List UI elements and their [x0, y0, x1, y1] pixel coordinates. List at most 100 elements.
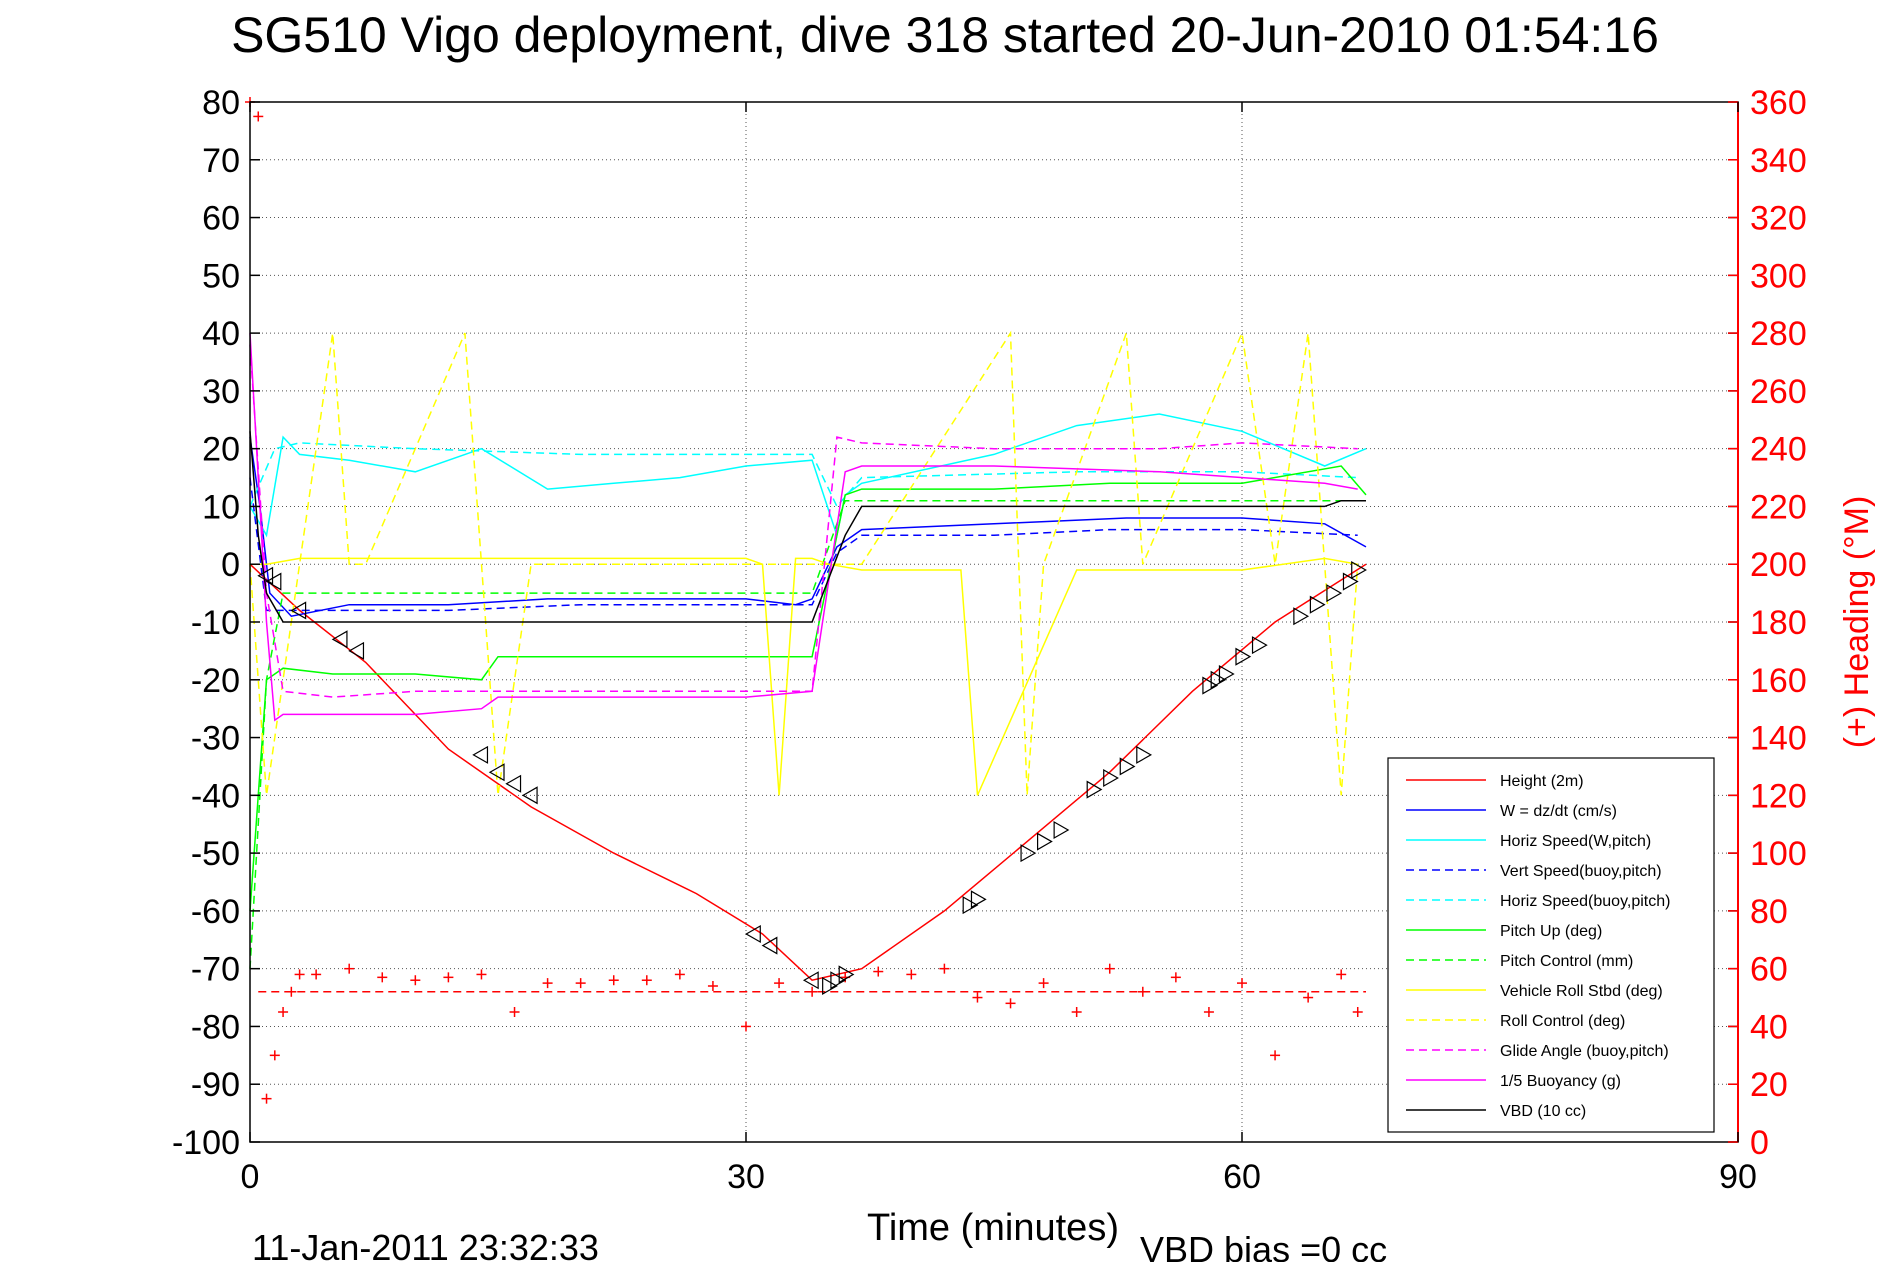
heading-point — [1137, 986, 1148, 997]
footer-vbd-bias: VBD bias =0 cc — [1140, 1229, 1387, 1262]
depth-marker — [265, 572, 282, 591]
series-line — [249, 442, 1358, 508]
series-line — [249, 465, 1367, 911]
heading-point — [906, 969, 917, 980]
depth-marker — [348, 641, 365, 660]
left-tick-label: 50 — [202, 257, 240, 295]
depth-marker — [1218, 664, 1235, 684]
depth-marker — [962, 896, 979, 915]
right-axis-label: (+) Heading (°M) — [1838, 496, 1876, 749]
left-tick-label: 60 — [202, 200, 240, 238]
depth-marker — [1309, 595, 1326, 614]
right-tick-label: 140 — [1750, 720, 1807, 758]
series-line — [249, 344, 1358, 698]
heading-point — [939, 963, 950, 974]
right-tick-label: 320 — [1750, 200, 1807, 238]
x-tick-label: 0 — [241, 1158, 260, 1196]
depth-marker — [1351, 560, 1367, 580]
heading-point — [807, 986, 818, 997]
right-tick-label: 0 — [1750, 1124, 1769, 1162]
heading-point — [707, 981, 718, 991]
heading-point — [1005, 998, 1016, 1009]
legend-entry: Horiz Speed(W,pitch) — [1500, 833, 1651, 850]
left-tick-label: -20 — [191, 662, 240, 700]
depth-marker — [745, 924, 761, 944]
right-tick-label: 120 — [1750, 777, 1807, 815]
left-tick-label: 0 — [221, 546, 240, 584]
depth-marker — [822, 976, 838, 996]
depth-marker — [1210, 670, 1227, 689]
heading-point — [1203, 1007, 1214, 1017]
depth-marker — [1342, 572, 1359, 591]
right-tick-label: 280 — [1750, 315, 1807, 353]
left-tick-label: -50 — [191, 835, 240, 873]
left-tick-label: -60 — [191, 893, 240, 931]
heading-point — [269, 1050, 280, 1061]
legend-entry: VBD (10 cc) — [1500, 1103, 1586, 1120]
series-line — [249, 333, 1358, 722]
depth-marker — [521, 786, 538, 805]
depth-marker — [488, 763, 505, 782]
heading-point — [410, 975, 421, 986]
depth-marker — [257, 566, 274, 585]
depth-marker — [1136, 745, 1153, 764]
right-tick-label: 200 — [1750, 546, 1807, 584]
series-line — [250, 557, 1358, 796]
heading-point — [972, 992, 983, 1003]
left-tick-label: 40 — [202, 315, 240, 353]
right-tick-label: 100 — [1750, 835, 1807, 873]
right-tick-label: 160 — [1750, 662, 1807, 700]
x-axis-label: Time (minutes) — [867, 1207, 1119, 1249]
left-tick-label: 30 — [202, 373, 240, 411]
legend-entry: Vert Speed(buoy,pitch) — [1500, 863, 1662, 880]
heading-point — [873, 966, 884, 977]
legend-entry: W = dz/dt (cm/s) — [1500, 803, 1617, 820]
legend-box — [1387, 757, 1715, 1133]
legend-entry: Glide Angle (buoy,pitch) — [1500, 1043, 1669, 1060]
depth-marker — [1086, 780, 1103, 799]
right-tick-label: 340 — [1750, 142, 1807, 180]
right-tick-label: 40 — [1750, 1008, 1788, 1046]
right-tick-label: 60 — [1750, 951, 1788, 989]
heading-point — [443, 972, 454, 983]
left-tick-label: -100 — [172, 1124, 240, 1162]
legend-entry: Horiz Speed(buoy,pitch) — [1500, 893, 1670, 910]
legend-entry: Roll Control (deg) — [1500, 1013, 1625, 1030]
right-tick-label: 300 — [1750, 257, 1807, 295]
right-tick-label: 220 — [1750, 488, 1807, 526]
right-tick-label: 360 — [1750, 84, 1807, 122]
heading-point — [1104, 963, 1115, 974]
heading-point — [1038, 978, 1049, 989]
legend: Height (2m) W = dz/dt (cm/s) Horiz Speed(W… — [1387, 757, 1715, 1133]
heading-point — [608, 975, 619, 986]
depth-marker — [830, 971, 847, 990]
heading-point — [377, 972, 388, 983]
right-tick-label: 180 — [1750, 604, 1807, 642]
heading-point — [1303, 992, 1314, 1003]
left-tick-label: -70 — [191, 951, 240, 989]
heading-point — [294, 969, 305, 980]
left-tick-label: -10 — [191, 604, 240, 642]
left-tick-label: -30 — [191, 720, 240, 758]
depth-marker — [1103, 768, 1119, 788]
right-tick-label: 240 — [1750, 431, 1807, 469]
heading-point — [542, 978, 553, 989]
heading-point — [641, 975, 652, 986]
depth-marker — [331, 630, 348, 649]
grid-layer — [250, 102, 1738, 1142]
heading-point — [261, 1093, 272, 1104]
depth-marker — [838, 965, 855, 984]
x-tick-label: 60 — [1223, 1158, 1261, 1196]
x-axis-ticks: 0 30 60 90 — [241, 102, 1757, 1196]
heading-point — [741, 1021, 751, 1032]
right-tick-label: 80 — [1750, 893, 1788, 931]
heading-point — [1270, 1050, 1281, 1061]
series-line — [249, 563, 1367, 982]
markers-layer — [245, 97, 1367, 1104]
legend-entry: Pitch Control (mm) — [1500, 953, 1633, 970]
heading-point — [1352, 1007, 1363, 1017]
right-tick-label: 20 — [1750, 1066, 1788, 1104]
heading-point — [344, 963, 355, 974]
depth-marker — [290, 601, 307, 620]
